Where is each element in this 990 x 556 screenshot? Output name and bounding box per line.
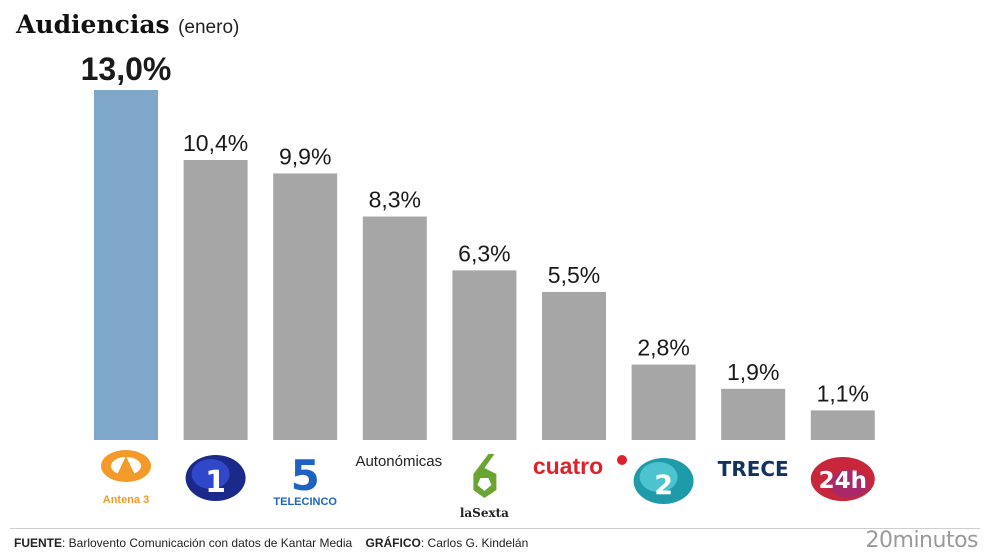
source-label: FUENTE [14, 536, 62, 550]
bar-8 [810, 410, 875, 440]
la1-logo: 1 [185, 455, 246, 501]
graphic-label: GRÁFICO [365, 536, 421, 550]
telecinco-logo-text: TELECINCO [273, 496, 337, 508]
bar-group-3: 8,3% [362, 187, 427, 440]
value-label-4: 6,3% [458, 240, 510, 266]
bar-7 [721, 388, 786, 440]
bar-1 [183, 160, 248, 440]
la1-logo-highlight [191, 459, 230, 489]
value-label-8: 1,1% [817, 380, 869, 406]
value-label-1: 10,4% [183, 130, 248, 156]
bar-group-6: 2,8% [631, 335, 696, 440]
la1-logo-number: 1 [205, 465, 226, 500]
antena3-logo-a [117, 456, 135, 475]
category-label-autonomicas: Autonómicas [355, 453, 442, 470]
trece-logo: TRECE [718, 457, 789, 481]
value-label-0: 13,0% [81, 51, 172, 87]
bar-2 [273, 173, 338, 440]
bar-group-2: 9,9% [273, 143, 338, 440]
bar-6 [631, 364, 696, 440]
la2-logo: 2 [633, 458, 694, 504]
source-text: : Barlovento Comunicación con datos de K… [62, 536, 353, 550]
chart-subtitle: (enero) [178, 17, 240, 38]
bar-3 [362, 216, 427, 440]
antena3-logo-text: Antena 3 [103, 494, 149, 506]
cuatro-logo: cuatro [533, 453, 627, 479]
bar-5 [542, 291, 606, 440]
bar-chart: 13,0% 10,4% 9,9% 8,3% 6,3% 5,5% 2,8% 1,9% 1,1% An… [81, 51, 875, 520]
la2-logo-highlight [639, 462, 678, 492]
cuatro-logo-text: cuatro [533, 453, 603, 479]
value-label-3: 8,3% [369, 187, 421, 213]
value-label-6: 2,8% [637, 335, 689, 361]
footer-divider [10, 528, 980, 529]
value-label-2: 9,9% [279, 143, 331, 169]
lasexta-logo-text: laSexta [460, 506, 509, 520]
lasexta-logo-hole [477, 478, 492, 491]
value-label-5: 5,5% [548, 262, 600, 288]
lasexta-logo: laSexta [460, 454, 509, 520]
footer-credits: FUENTE: Barlovento Comunicación con dato… [14, 536, 528, 550]
value-label-7: 1,9% [727, 359, 779, 385]
chart-header: Audiencias (enero) [16, 10, 239, 39]
bar-group-4: 6,3% [452, 240, 517, 440]
bar-group-8: 1,1% [810, 380, 875, 440]
lasexta-logo-six [473, 454, 497, 498]
chart-title: Audiencias [16, 10, 170, 39]
brand-logo: 20minutos [865, 528, 979, 553]
bar-4 [452, 270, 517, 440]
graphic-text: : Carlos G. Kindelán [420, 536, 529, 550]
bar-group-1: 10,4% [183, 130, 248, 440]
la2-logo-number: 2 [654, 470, 673, 501]
bar-group-5: 5,5% [542, 262, 606, 440]
cuatro-logo-dot [617, 455, 627, 465]
bar-group-7: 1,9% [721, 359, 786, 440]
antena3-logo: Antena 3 [101, 450, 151, 506]
bar-group-0: 13,0% [81, 51, 172, 440]
24h-logo: 24h [810, 457, 875, 501]
telecinco-logo-five: 5 [291, 451, 320, 500]
24h-logo-text: 24h [819, 468, 867, 494]
24h-logo-shade [828, 470, 869, 498]
bar-0 [94, 90, 158, 440]
